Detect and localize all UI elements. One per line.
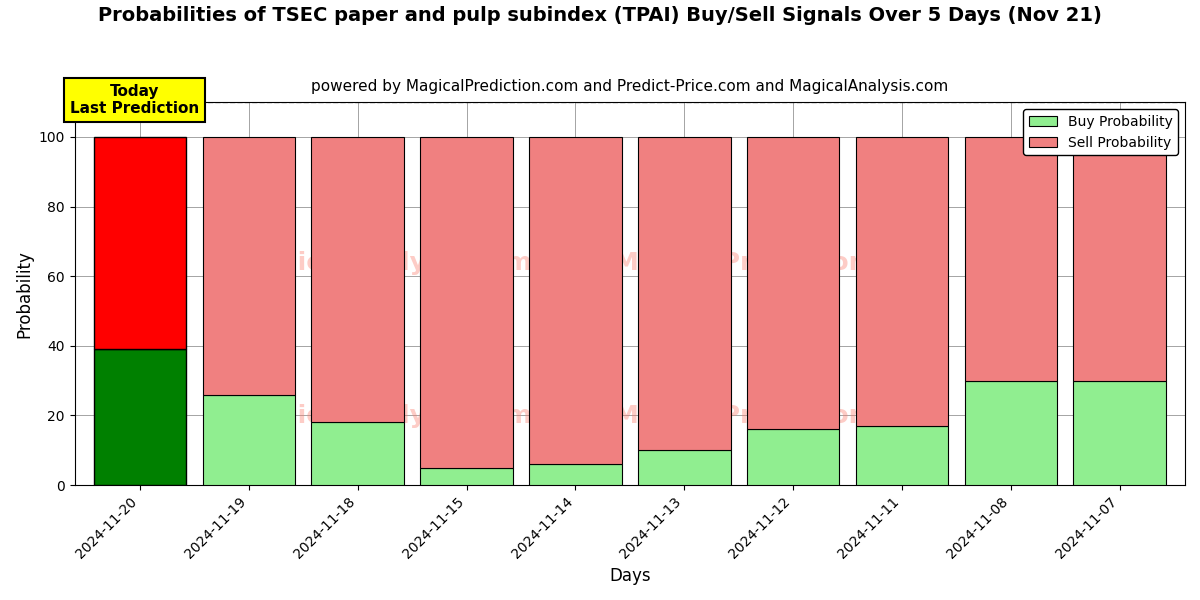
Bar	[965, 137, 1057, 380]
Title: powered by MagicalPrediction.com and Predict-Price.com and MagicalAnalysis.com: powered by MagicalPrediction.com and Pre…	[311, 79, 948, 94]
Bar	[203, 137, 295, 395]
Bar	[746, 137, 839, 430]
Text: Today
Last Prediction: Today Last Prediction	[70, 83, 199, 116]
Bar	[965, 380, 1057, 485]
Text: MagicalAnalysis.com: MagicalAnalysis.com	[239, 251, 533, 275]
Bar	[638, 137, 731, 450]
Bar	[1074, 380, 1166, 485]
Bar	[856, 137, 948, 426]
Bar	[638, 450, 731, 485]
Bar	[312, 137, 404, 422]
Bar	[94, 137, 186, 349]
Bar	[203, 395, 295, 485]
X-axis label: Days: Days	[610, 567, 650, 585]
Bar	[312, 422, 404, 485]
Bar	[529, 464, 622, 485]
Legend: Buy Probability, Sell Probability: Buy Probability, Sell Probability	[1024, 109, 1178, 155]
Bar	[529, 137, 622, 464]
Bar	[420, 137, 512, 467]
Text: MagicalPrediction.com: MagicalPrediction.com	[613, 251, 935, 275]
Text: MagicalAnalysis.com: MagicalAnalysis.com	[239, 404, 533, 428]
Bar	[420, 467, 512, 485]
Text: MagicalPrediction.com: MagicalPrediction.com	[613, 404, 935, 428]
Y-axis label: Probability: Probability	[16, 250, 34, 338]
Bar	[94, 349, 186, 485]
Bar	[856, 426, 948, 485]
Text: Probabilities of TSEC paper and pulp subindex (TPAI) Buy/Sell Signals Over 5 Day: Probabilities of TSEC paper and pulp sub…	[98, 6, 1102, 25]
Bar	[746, 430, 839, 485]
Bar	[1074, 137, 1166, 380]
